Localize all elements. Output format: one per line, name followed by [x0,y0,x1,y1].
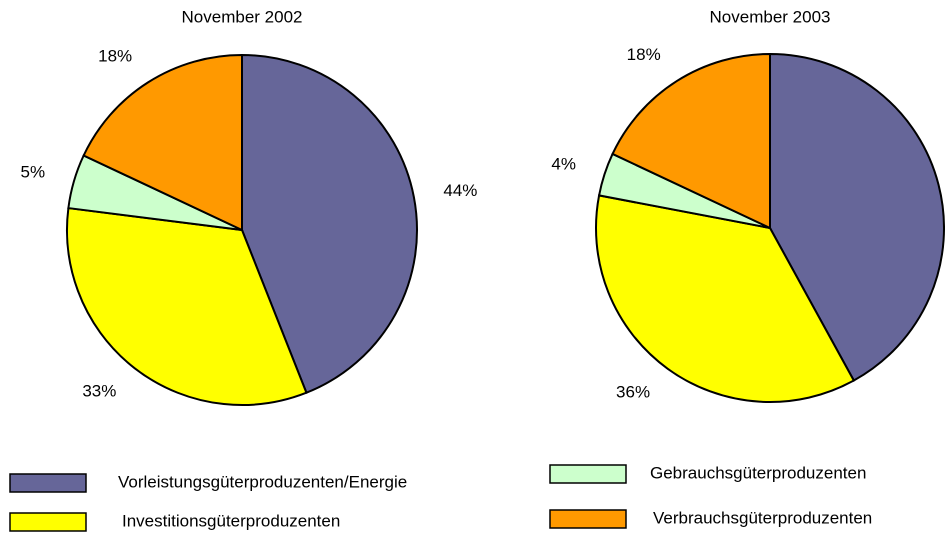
slice-label: 33% [82,381,116,400]
legend-swatch [549,509,627,529]
legend-label: Gebrauchsgüterproduzenten [650,463,866,482]
pie-slice [66,206,308,406]
slice-label: 5% [21,162,46,181]
pie-slice [611,52,771,230]
slice-label: 4% [551,154,576,173]
pie-slice [769,52,945,382]
legend-swatch [9,473,87,493]
legend-swatch [9,512,87,532]
chart-title: November 2002 [182,7,303,26]
pie-slice [595,194,856,403]
pie-slice [241,53,419,395]
legend-label: Investitionsgüterproduzenten [122,511,340,530]
slice-label: 18% [627,45,661,64]
slice-label: 18% [98,46,132,65]
pie-slice [82,53,243,232]
slice-label: 36% [616,383,650,402]
legend-label: Vorleistungsgüterproduzenten/Energie [118,472,407,491]
chart-title: November 2003 [710,7,831,26]
slice-label: 44% [443,181,477,200]
legend-swatch [549,464,627,484]
legend-label: Verbrauchsgüterproduzenten [653,508,872,527]
